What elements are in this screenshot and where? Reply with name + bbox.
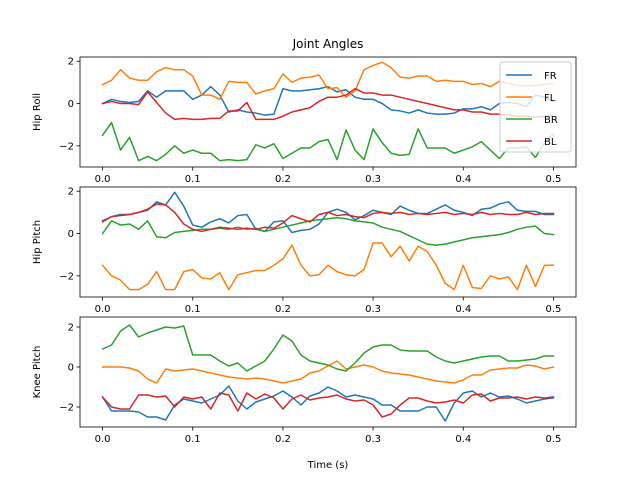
series-line-fr [101, 85, 555, 116]
x-tick-label: 0.5 [546, 174, 562, 185]
series-lines [101, 324, 555, 422]
series-line-bl [101, 392, 555, 418]
subplot-3: 0.0 0.1 0.2 0.3 0.4 0.5 −2 0 2 Knee Pitch [32, 316, 577, 445]
x-tick-label: 0.0 [95, 434, 111, 445]
x-tick-label: 0.2 [275, 434, 291, 445]
series-line-br [101, 324, 555, 372]
x-tick-label: 0.3 [365, 434, 381, 445]
x-tick-label: 0.1 [185, 304, 201, 315]
subplot-2: 0.0 0.1 0.2 0.3 0.4 0.5 −2 0 2 Hip Pitch [32, 186, 577, 315]
y-tick-label: −2 [59, 271, 74, 282]
x-tick-label: 0.4 [455, 304, 471, 315]
series-line-bl [101, 203, 555, 233]
legend-label-br: BR [544, 115, 558, 126]
x-tick-label: 0.4 [455, 434, 471, 445]
legend-label-fr: FR [544, 71, 557, 82]
axes-frame [79, 186, 577, 298]
x-tick-label: 0.2 [275, 304, 291, 315]
series-line-br [101, 121, 555, 162]
x-tick-label: 0.0 [95, 174, 111, 185]
axes-frame [79, 56, 577, 168]
x-tick-label: 0.5 [546, 434, 562, 445]
x-tick-label: 0.1 [185, 174, 201, 185]
legend-box [499, 61, 572, 153]
y-axis-label: Hip Pitch [32, 220, 43, 264]
axes-frame [79, 316, 577, 428]
y-tick-label: −2 [59, 141, 74, 152]
legend: FR FL BR BL [499, 61, 572, 153]
x-tick-label: 0.3 [365, 304, 381, 315]
series-lines [101, 61, 555, 162]
y-tick-label: 2 [68, 187, 74, 198]
series-line-fl [101, 242, 555, 291]
y-axis-label: Knee Pitch [32, 346, 43, 399]
y-tick-label: 2 [68, 323, 74, 334]
legend-label-fl: FL [544, 93, 556, 104]
y-tick-label: 0 [68, 363, 74, 374]
legend-label-bl: BL [544, 137, 557, 148]
series-lines [101, 191, 555, 291]
series-line-bl [101, 87, 555, 121]
x-tick-label: 0.3 [365, 174, 381, 185]
y-tick-label: 2 [68, 57, 74, 68]
chart-title: Joint Angles [292, 37, 364, 51]
series-line-fl [101, 360, 555, 384]
y-tick-label: 0 [68, 99, 74, 110]
x-tick-label: 0.2 [275, 174, 291, 185]
x-axis-label: Time (s) [307, 460, 349, 471]
x-tick-label: 0.1 [185, 434, 201, 445]
y-tick-label: 0 [68, 229, 74, 240]
x-tick-label: 0.4 [455, 174, 471, 185]
series-line-fl [101, 61, 555, 101]
subplot-1: 0.0 0.1 0.2 0.3 0.4 0.5 −2 0 2 Hip Roll [32, 56, 577, 185]
y-axis-label: Hip Roll [32, 93, 43, 131]
x-tick-label: 0.5 [546, 304, 562, 315]
y-tick-label: −2 [59, 403, 74, 414]
series-line-br [101, 216, 555, 246]
x-tick-label: 0.0 [95, 304, 111, 315]
